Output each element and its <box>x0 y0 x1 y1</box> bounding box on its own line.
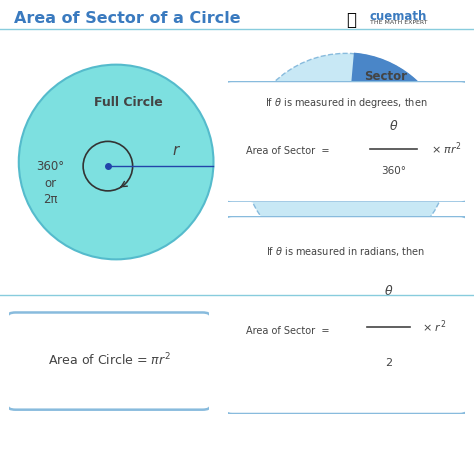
Circle shape <box>19 65 213 259</box>
Text: Sector: Sector <box>364 70 407 83</box>
Text: r: r <box>173 143 179 158</box>
Text: Full Circle: Full Circle <box>94 96 163 109</box>
Text: θ: θ <box>363 125 371 139</box>
FancyBboxPatch shape <box>8 312 210 410</box>
Text: $\theta$: $\theta$ <box>384 284 393 298</box>
Text: or: or <box>44 177 56 190</box>
Text: r: r <box>410 143 416 158</box>
Text: 360°: 360° <box>36 160 64 173</box>
Text: 2: 2 <box>385 357 392 368</box>
Text: 360°: 360° <box>381 166 406 176</box>
Text: Area of Sector  =: Area of Sector = <box>246 326 330 336</box>
Circle shape <box>242 54 449 261</box>
Text: Area of Circle = $\pi r^2$: Area of Circle = $\pi r^2$ <box>47 352 171 368</box>
Text: × $\pi r^2$: × $\pi r^2$ <box>431 141 462 158</box>
Text: 🚀: 🚀 <box>346 11 356 29</box>
Text: Area of Sector  =: Area of Sector = <box>246 146 330 157</box>
Text: Area of Sector of a Circle: Area of Sector of a Circle <box>14 11 241 26</box>
Wedge shape <box>346 54 446 157</box>
Text: If $\theta$ is measured in degrees, then: If $\theta$ is measured in degrees, then <box>265 96 427 110</box>
FancyBboxPatch shape <box>223 216 469 414</box>
Text: × $r^2$: × $r^2$ <box>422 319 446 335</box>
Text: If $\theta$ is measured in radians, then: If $\theta$ is measured in radians, then <box>266 245 426 258</box>
Text: 2π: 2π <box>43 193 57 206</box>
Text: THE MATH EXPERT: THE MATH EXPERT <box>370 20 427 25</box>
Text: cuemath: cuemath <box>370 10 427 23</box>
Text: $\theta$: $\theta$ <box>389 119 398 133</box>
FancyBboxPatch shape <box>223 81 469 202</box>
